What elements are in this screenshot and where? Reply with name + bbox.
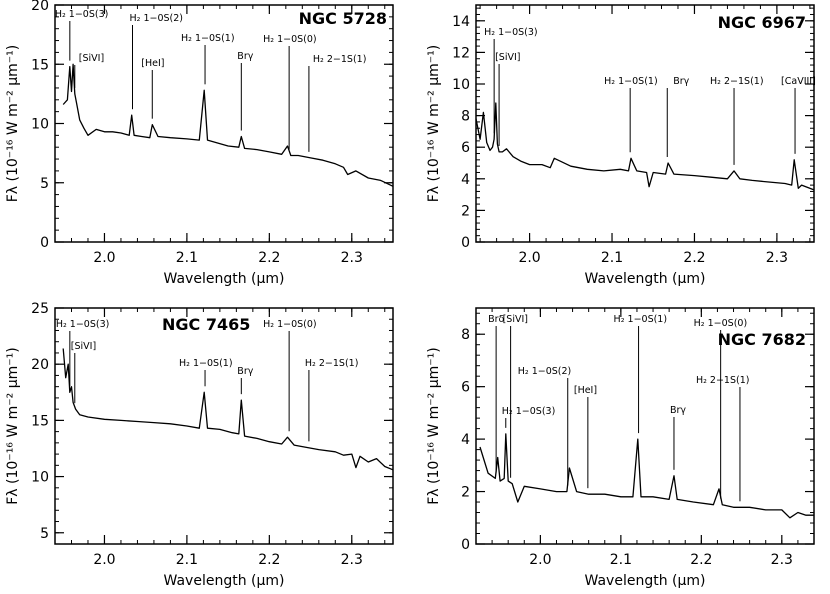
x-tick-label: 2.2: [258, 552, 280, 568]
y-tick-label: 8: [461, 327, 470, 343]
y-tick-label: 2: [461, 485, 470, 501]
y-tick-label: 2: [461, 203, 470, 219]
y-tick-label: 10: [452, 77, 470, 93]
y-tick-label: 4: [461, 172, 470, 188]
plot-frame: [475, 4, 815, 243]
line-id-label: [SiVI]: [79, 53, 104, 64]
y-tick-label: 10: [31, 470, 49, 486]
line-id-label: H₂ 2−1S(1): [313, 54, 367, 65]
y-tick-label: 0: [40, 235, 49, 251]
x-tick-label: 2.1: [610, 552, 632, 568]
spectrum-line: [62, 63, 394, 187]
y-axis-title: Fλ (10⁻¹⁶ W m⁻² μm⁻¹): [426, 45, 442, 203]
x-tick-label: 2.0: [93, 250, 115, 266]
line-id-label: H₂ 1−0S(1): [604, 76, 658, 87]
y-tick-label: 5: [40, 176, 49, 192]
y-tick-label: 20: [31, 0, 49, 14]
line-id-label: [SiVI]: [503, 314, 528, 325]
x-tick-label: 2.3: [771, 552, 793, 568]
x-tick-label: 2.3: [766, 250, 788, 266]
panel-title: NGC 7465: [162, 315, 250, 334]
line-id-label: H₂ 1−0S(2): [518, 366, 572, 377]
line-id-label: H₂ 1−0S(0): [263, 319, 317, 330]
line-id-label: Brδ: [488, 314, 504, 325]
x-tick-label: 2.1: [176, 552, 198, 568]
line-id-label: H₂ 1−0S(3): [484, 27, 538, 38]
y-tick-label: 15: [31, 413, 49, 429]
y-tick-label: 10: [31, 117, 49, 133]
y-tick-label: 25: [31, 301, 49, 317]
x-tick-label: 2.0: [93, 552, 115, 568]
y-tick-label: 6: [461, 380, 470, 396]
x-tick-label: 2.2: [258, 250, 280, 266]
line-id-label: Brγ: [673, 76, 689, 87]
panel-title: NGC 5728: [299, 9, 387, 28]
line-id-label: H₂ 1−0S(2): [129, 13, 183, 24]
y-tick-label: 0: [461, 537, 470, 553]
chart-panel: 2.0 2.1 2.2 2.3 0 2 4 6 8 10 12 14 Wavelength (μm) Fλ…: [426, 4, 816, 287]
line-id-label: H₂ 1−0S(3): [56, 319, 110, 330]
x-axis-title: Wavelength (μm): [585, 573, 706, 589]
line-id-label: H₂ 2−1S(1): [305, 358, 359, 369]
line-id-label: H₂ 1−0S(0): [694, 318, 748, 329]
line-id-label: H₂ 1−0S(1): [614, 314, 668, 325]
line-id-label: [SiVI]: [495, 52, 520, 63]
chart-panel: 2.0 2.1 2.2 2.3 0 2 4 6 8 Wavelength (μm) Fλ (10⁻¹…: [426, 307, 815, 589]
panel-title: NGC 6967: [718, 13, 806, 32]
line-id-label: Brγ: [237, 366, 253, 377]
y-axis-title: Fλ (10⁻¹⁶ W m⁻² μm⁻¹): [5, 347, 21, 505]
spectrum-line: [475, 102, 815, 191]
line-id-label: H₂ 2−1S(1): [710, 76, 764, 87]
y-tick-label: 14: [452, 14, 470, 30]
x-tick-label: 2.3: [341, 552, 363, 568]
panel-title: NGC 7682: [718, 330, 806, 349]
x-tick-label: 2.1: [601, 250, 623, 266]
x-tick-label: 2.2: [690, 552, 712, 568]
x-tick-label: 2.0: [529, 552, 551, 568]
line-id-label: H₂ 2−1S(1): [696, 375, 750, 386]
y-tick-label: 8: [461, 109, 470, 125]
x-tick-label: 2.3: [341, 250, 363, 266]
y-tick-label: 20: [31, 357, 49, 373]
line-id-label: H₂ 1−0S(1): [181, 33, 235, 44]
line-id-label: [HeI]: [141, 58, 164, 69]
y-tick-label: 15: [31, 57, 49, 73]
chart-panel: 2.0 2.1 2.2 2.3 0 5 10 15 20 Wavelength (μm) Fλ (1…: [5, 0, 394, 287]
x-axis-title: Wavelength (μm): [164, 573, 285, 589]
x-axis-title: Wavelength (μm): [164, 271, 285, 287]
y-tick-label: 0: [461, 235, 470, 251]
y-axis-title: Fλ (10⁻¹⁶ W m⁻² μm⁻¹): [426, 347, 442, 505]
spectrum-line: [62, 348, 394, 471]
line-id-label: [HeI]: [574, 385, 597, 396]
line-id-label: H₂ 1−0S(0): [263, 34, 317, 45]
x-tick-label: 2.2: [683, 250, 705, 266]
x-tick-label: 2.1: [176, 250, 198, 266]
chart-panel: 2.0 2.1 2.2 2.3 5 10 15 20 25 Wavelength (μm) Fλ (…: [5, 301, 394, 589]
y-tick-label: 6: [461, 140, 470, 156]
line-id-label: H₂ 1−0S(1): [179, 358, 233, 369]
spectrum-line: [479, 433, 814, 519]
y-tick-label: 4: [461, 432, 470, 448]
y-axis-title: Fλ (10⁻¹⁶ W m⁻² μm⁻¹): [5, 45, 21, 203]
y-tick-label: 5: [40, 526, 49, 542]
plot-frame: [475, 307, 815, 545]
x-axis-title: Wavelength (μm): [585, 271, 706, 287]
y-tick-label: 12: [452, 45, 470, 61]
line-id-label: Brγ: [670, 405, 686, 416]
line-id-label: H₂ 1−0S(3): [55, 9, 109, 20]
line-id-label: H₂ 1−0S(3): [502, 406, 556, 417]
plot-frame: [54, 307, 394, 545]
line-id-label: [CaVIII]: [781, 76, 816, 87]
x-tick-label: 2.0: [518, 250, 540, 266]
line-id-label: Brγ: [237, 51, 253, 62]
line-id-label: [SiVI]: [71, 341, 96, 352]
